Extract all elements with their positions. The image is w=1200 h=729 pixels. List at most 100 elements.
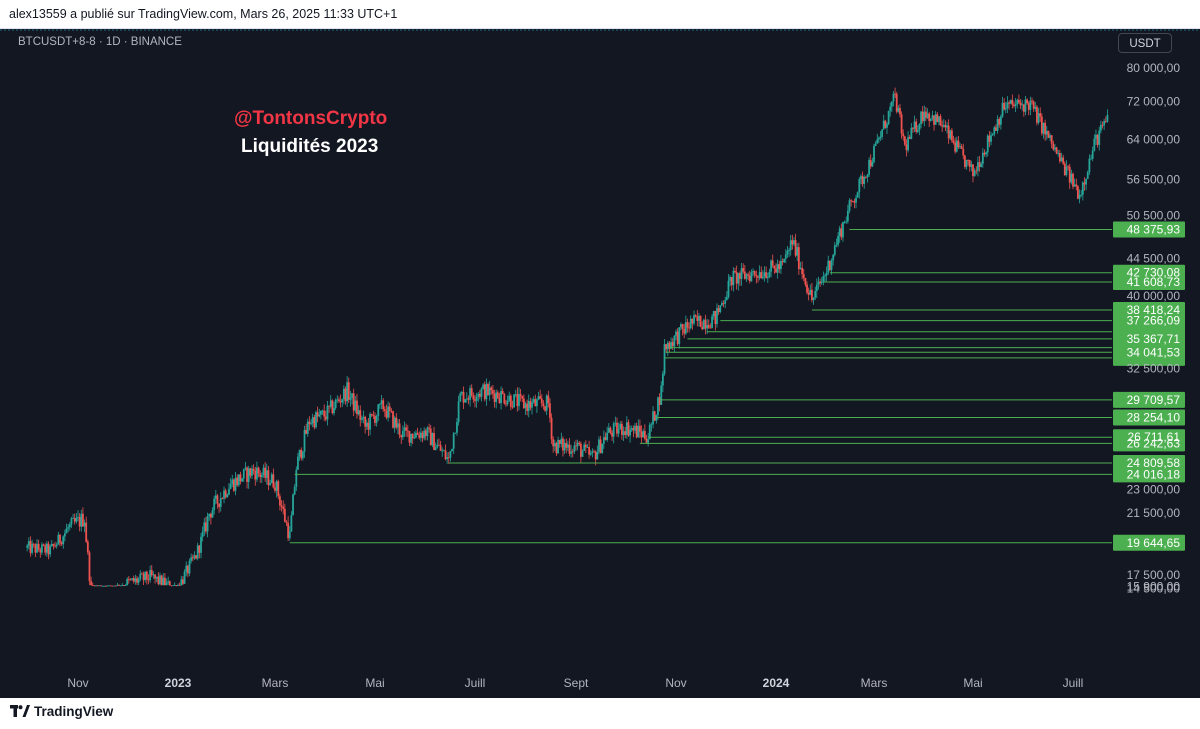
candle-body bbox=[213, 498, 216, 511]
candle-body bbox=[594, 451, 597, 460]
candle-body bbox=[689, 318, 692, 329]
price-tick-label: 40 000,00 bbox=[1127, 289, 1181, 303]
candle-body bbox=[382, 400, 385, 410]
candle-body bbox=[606, 432, 609, 440]
candle-body bbox=[267, 470, 270, 486]
candle-body bbox=[833, 245, 836, 255]
candle-body bbox=[601, 443, 604, 453]
candle-body bbox=[607, 427, 610, 433]
candle-body bbox=[755, 274, 758, 277]
price-axis[interactable]: 80 000,00 72 000,00 64 000,00 56 500,00 50 5… bbox=[1127, 61, 1181, 596]
candle-body bbox=[456, 422, 458, 433]
candle-body bbox=[157, 576, 160, 584]
candle-body bbox=[578, 442, 581, 445]
candle-body bbox=[446, 457, 449, 460]
candle-body bbox=[784, 254, 787, 259]
candle-body bbox=[1032, 101, 1035, 109]
candle-body bbox=[873, 145, 875, 162]
level-price-label: 26 242,63 bbox=[1127, 436, 1181, 450]
candle-body bbox=[387, 406, 390, 418]
candle-body bbox=[485, 383, 488, 400]
candle-body bbox=[257, 467, 260, 474]
time-tick-label: 2023 bbox=[165, 676, 192, 690]
candle-body bbox=[42, 544, 45, 546]
candle-body bbox=[960, 146, 963, 149]
candle-body bbox=[537, 396, 540, 400]
candle-body bbox=[1096, 134, 1099, 145]
time-tick-label: Nov bbox=[665, 676, 686, 690]
candle-body bbox=[331, 400, 334, 414]
price-tick-label: 21 500,00 bbox=[1127, 506, 1181, 520]
candle-body bbox=[1060, 157, 1063, 162]
candle-body bbox=[750, 272, 753, 282]
candle-body bbox=[753, 271, 756, 275]
candle-body bbox=[724, 300, 727, 304]
candle-body bbox=[761, 276, 764, 279]
candle-body bbox=[519, 394, 522, 396]
candle-body bbox=[168, 581, 171, 586]
candle-body bbox=[426, 427, 429, 437]
candle-body bbox=[75, 517, 78, 522]
candle-body bbox=[973, 170, 976, 177]
candle-body bbox=[660, 385, 663, 405]
candle-body bbox=[776, 264, 779, 273]
candle-body bbox=[532, 399, 535, 403]
candle-body bbox=[781, 261, 784, 263]
currency-button[interactable]: USDT bbox=[1118, 33, 1172, 53]
candle-body bbox=[791, 240, 794, 245]
candle-body bbox=[357, 410, 360, 415]
candle-body bbox=[975, 170, 978, 172]
candle-body bbox=[183, 571, 186, 584]
candle-body bbox=[352, 393, 355, 411]
candle-body bbox=[944, 125, 947, 128]
level-price-label: 38 418,24 bbox=[1127, 303, 1181, 317]
candle-body bbox=[98, 585, 101, 587]
candle-body bbox=[188, 560, 191, 574]
candle-body bbox=[863, 176, 866, 184]
candle-body bbox=[116, 585, 119, 586]
candle-body bbox=[369, 414, 371, 430]
symbol-legend[interactable]: BTCUSDT+8-8 · 1D · BINANCE bbox=[18, 36, 182, 48]
candle-body bbox=[460, 392, 463, 394]
candle-body bbox=[223, 490, 225, 499]
candle-body bbox=[256, 467, 258, 480]
candle-body bbox=[1078, 194, 1081, 199]
candle-body bbox=[152, 574, 155, 576]
candle-body bbox=[894, 93, 896, 95]
candle-body bbox=[63, 533, 66, 537]
time-tick-label: Mars bbox=[861, 676, 888, 690]
candle-body bbox=[408, 430, 411, 443]
candle-body bbox=[691, 318, 694, 324]
candle-body bbox=[1093, 138, 1096, 151]
candle-body bbox=[452, 433, 455, 449]
candle-body bbox=[702, 319, 705, 330]
candle-body bbox=[765, 272, 768, 279]
candle-body bbox=[1101, 124, 1104, 126]
time-tick-label: Mai bbox=[963, 676, 982, 690]
candle-body bbox=[109, 585, 112, 587]
candle-body bbox=[379, 403, 381, 405]
time-axis[interactable]: Nov 2023 Mars Mai Juill Sept Nov 2024 Mars Mai Jui… bbox=[67, 676, 1083, 690]
candle-body bbox=[65, 528, 68, 534]
candle-body bbox=[647, 439, 650, 443]
candle-body bbox=[652, 411, 654, 425]
candle-body bbox=[216, 495, 219, 504]
candle-body bbox=[249, 468, 252, 476]
candle-body bbox=[666, 342, 669, 350]
candle-body bbox=[910, 128, 913, 139]
candle-body bbox=[752, 271, 754, 273]
candle-body bbox=[150, 570, 153, 576]
candle-body bbox=[264, 467, 267, 478]
candle-body bbox=[773, 265, 776, 269]
candle-body bbox=[804, 277, 807, 285]
candle-body bbox=[855, 197, 857, 203]
candle-body bbox=[598, 439, 600, 452]
level-price-label: 34 041,53 bbox=[1127, 345, 1181, 359]
candle-body bbox=[734, 270, 736, 273]
candle-body bbox=[123, 585, 125, 587]
candle-body bbox=[106, 585, 109, 587]
candle-body bbox=[768, 271, 771, 277]
candle-body bbox=[568, 444, 571, 454]
